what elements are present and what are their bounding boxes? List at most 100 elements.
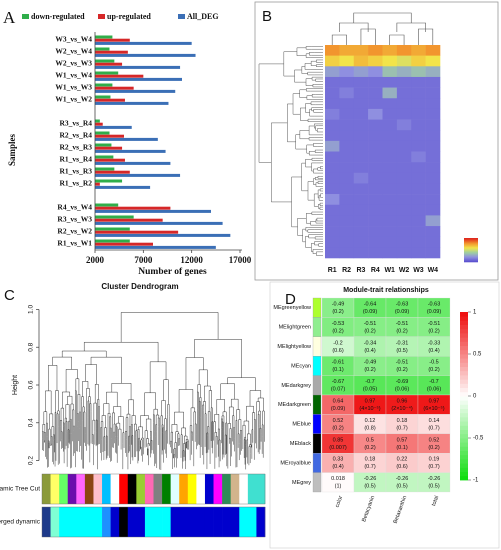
cell-pvalue: (0.7) [428,464,439,470]
branch [271,122,292,203]
cell-pvalue: (0.4) [428,348,439,354]
chart-title: Cluster Dendrogram [101,282,178,291]
branch [307,229,315,233]
color-key [464,238,478,240]
cell-pvalue: (0.7) [396,425,407,431]
bar [95,161,171,165]
heat-cell [325,98,340,110]
module-color [136,507,146,537]
heat-cell [368,119,383,131]
bar [95,125,132,129]
module-color [179,474,189,504]
panel-b-frame [254,1,499,281]
module-color [67,474,77,504]
branch [258,63,284,163]
branch [396,22,426,32]
colorbar [460,337,468,342]
colorbar [460,467,468,472]
bar [95,209,211,213]
module-swatch [312,317,322,337]
branch [319,188,322,192]
heat-cell [411,215,426,227]
branch [309,52,315,56]
bar [95,179,123,183]
heat-cell [411,76,426,88]
branch [314,236,319,240]
heat-cell [382,130,398,142]
heat-cell [382,76,398,88]
heat-cell [411,194,426,206]
cell-pvalue: (0.09) [395,309,410,315]
heat-cell [425,55,441,67]
heat-cell [339,76,355,88]
heat-cell [368,162,383,174]
heat-cell [411,130,426,142]
cell-pvalue: (0.2) [364,445,375,451]
colorbar [460,375,468,380]
category-label: R1_vs_R3 [59,167,92,176]
colorbar-tick-label: 0.5 [473,352,482,358]
heat-cell [411,66,426,78]
color-key [464,244,478,246]
heat-cell [368,194,383,206]
heat-cell [382,119,398,131]
bar [95,131,110,135]
heat-cell [411,183,426,195]
color-key [464,242,478,244]
branch [313,168,318,174]
colorbar [460,425,468,430]
module-color [204,474,214,504]
bar [95,170,130,174]
branch [308,125,315,136]
branch [389,34,405,45]
heat-cell [353,45,369,56]
cell-value: -0.51 [428,321,441,327]
heat-cell [325,226,340,237]
module-color [59,474,69,504]
heat-cell [382,108,398,120]
heat-cell [353,194,369,206]
cell-value: 0.14 [429,418,440,424]
y-tick-label: 0.2 [28,456,35,465]
cell-value: 0.52 [333,418,344,424]
colorbar [460,354,468,359]
heat-cell [339,66,355,78]
heat-cell [396,151,412,163]
branch [306,88,314,92]
cell-pvalue: (0.8) [364,425,375,431]
heat-cell [339,130,355,142]
heat-cell [396,162,412,174]
legend-swatch [22,14,29,19]
bar [95,137,158,141]
bar [95,47,110,51]
color-key [464,252,478,254]
heat-cell [325,194,340,206]
branch [299,89,307,98]
colorbar [460,349,468,355]
heat-cell [396,76,412,88]
cell-value: -0.63 [396,301,409,307]
module-color [239,507,249,537]
heat-cell [368,215,383,227]
legend-label: All_DEG [187,12,219,21]
color-key [464,241,478,243]
row-label: MEgreenyellow [273,305,311,311]
cell-value: -0.33 [428,340,441,346]
cell-value: 0.52 [429,437,440,443]
cell-value: -0.49 [364,360,377,366]
bar [95,50,128,54]
branch [316,128,320,133]
heat-cell [325,151,340,163]
cell-pvalue: (0.5) [428,484,439,490]
column-label: W3 [413,267,424,274]
branch [314,149,320,153]
heat-cell [339,151,355,163]
bar [95,167,115,171]
heat-cell [325,172,340,184]
heat-cell [339,204,355,216]
module-swatch [312,414,322,434]
legend-label: down-regulated [31,12,85,21]
category-label: R1_vs_R2 [59,179,92,188]
branch [306,144,314,154]
colorbar [460,408,468,414]
